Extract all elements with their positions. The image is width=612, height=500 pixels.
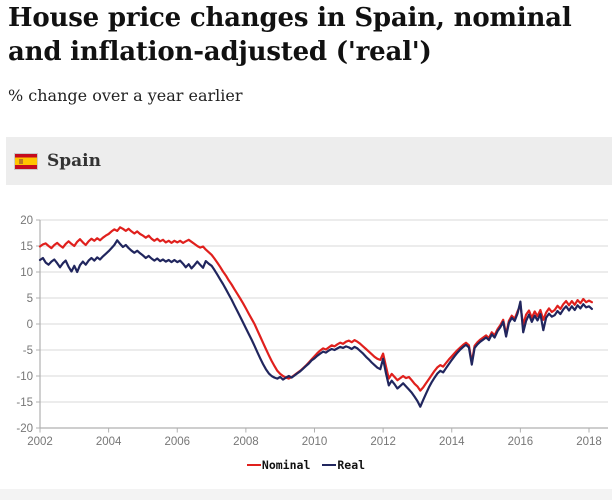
svg-text:2012: 2012 bbox=[370, 436, 396, 448]
real-line-swatch bbox=[322, 463, 337, 467]
svg-text:2004: 2004 bbox=[96, 436, 122, 448]
svg-text:2016: 2016 bbox=[508, 436, 534, 448]
svg-text:-10: -10 bbox=[16, 371, 33, 383]
svg-text:5: 5 bbox=[27, 293, 33, 305]
legend-item-nominal: Nominal bbox=[246, 458, 311, 472]
country-header-bar[interactable]: Spain bbox=[6, 137, 612, 185]
svg-text:0: 0 bbox=[27, 319, 33, 331]
legend-label-real: Real bbox=[337, 458, 366, 472]
spain-flag-icon bbox=[15, 153, 37, 169]
svg-text:2010: 2010 bbox=[302, 436, 328, 448]
page-title: House price changes in Spain, nominal an… bbox=[8, 3, 572, 67]
legend-label-nominal: Nominal bbox=[261, 458, 311, 472]
nominal-line bbox=[38, 226, 594, 392]
svg-text:10: 10 bbox=[20, 267, 33, 279]
svg-text:15: 15 bbox=[20, 241, 33, 253]
real-line bbox=[38, 239, 594, 408]
chart-legend: Nominal Real bbox=[0, 458, 612, 472]
legend-item-real: Real bbox=[322, 458, 365, 472]
svg-text:2008: 2008 bbox=[233, 436, 259, 448]
svg-text:2018: 2018 bbox=[576, 436, 602, 448]
svg-text:2006: 2006 bbox=[164, 436, 190, 448]
svg-text:-5: -5 bbox=[23, 345, 33, 357]
nominal-line-swatch bbox=[246, 463, 261, 467]
page-subtitle: % change over a year earlier bbox=[8, 86, 243, 105]
svg-text:2014: 2014 bbox=[439, 436, 465, 448]
svg-text:2002: 2002 bbox=[27, 436, 53, 448]
svg-text:-15: -15 bbox=[16, 397, 33, 409]
svg-text:20: 20 bbox=[20, 215, 33, 227]
country-label: Spain bbox=[47, 151, 101, 171]
svg-text:-20: -20 bbox=[16, 423, 33, 435]
footer-strip bbox=[0, 489, 612, 500]
line-chart: 20 15 10 5 0 -5 -10 -15 -20 2002 2004 2006 2008 2010 2… bbox=[0, 200, 612, 458]
